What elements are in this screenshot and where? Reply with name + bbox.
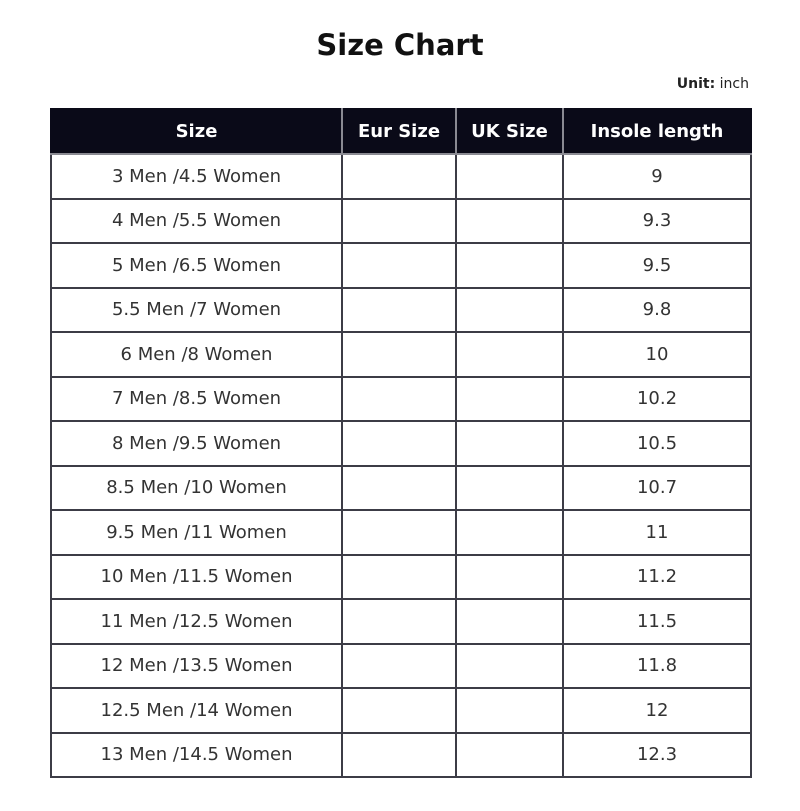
- cell-insole-length: 9: [562, 153, 752, 200]
- cell-eur-size: [341, 464, 457, 511]
- cell-insole-length: 12.3: [562, 731, 752, 778]
- cell-uk-size: [455, 464, 564, 511]
- cell-eur-size: [341, 642, 457, 689]
- cell-size: 11 Men /12.5 Women: [50, 598, 343, 645]
- table-row: 13 Men /14.5 Women 12.3: [50, 731, 752, 778]
- table-row: 4 Men /5.5 Women 9.3: [50, 197, 752, 244]
- cell-uk-size: [455, 242, 564, 289]
- unit-value: inch: [719, 76, 749, 92]
- table-row: 5 Men /6.5 Women 9.5: [50, 242, 752, 289]
- cell-size: 13 Men /14.5 Women: [50, 731, 343, 778]
- cell-insole-length: 10.2: [562, 375, 752, 422]
- page-title: Size Chart: [316, 28, 484, 62]
- cell-eur-size: [341, 375, 457, 422]
- table-row: 5.5 Men /7 Women 9.8: [50, 286, 752, 333]
- column-header-eur-size: Eur Size: [341, 108, 457, 155]
- table-row: 3 Men /4.5 Women 9: [50, 153, 752, 200]
- cell-eur-size: [341, 153, 457, 200]
- cell-insole-length: 10: [562, 331, 752, 378]
- cell-size: 5.5 Men /7 Women: [50, 286, 343, 333]
- table-row: 11 Men /12.5 Women 11.5: [50, 598, 752, 645]
- cell-eur-size: [341, 420, 457, 467]
- cell-size: 8.5 Men /10 Women: [50, 464, 343, 511]
- cell-insole-length: 9.5: [562, 242, 752, 289]
- cell-eur-size: [341, 242, 457, 289]
- cell-eur-size: [341, 687, 457, 734]
- table-row: 7 Men /8.5 Women 10.2: [50, 375, 752, 422]
- table-row: 6 Men /8 Women 10: [50, 331, 752, 378]
- cell-insole-length: 9.8: [562, 286, 752, 333]
- column-header-insole-length: Insole length: [562, 108, 752, 155]
- cell-uk-size: [455, 420, 564, 467]
- cell-uk-size: [455, 509, 564, 556]
- cell-insole-length: 12: [562, 687, 752, 734]
- cell-uk-size: [455, 331, 564, 378]
- column-header-uk-size: UK Size: [455, 108, 564, 155]
- cell-size: 12.5 Men /14 Women: [50, 687, 343, 734]
- cell-uk-size: [455, 687, 564, 734]
- cell-insole-length: 11.2: [562, 553, 752, 600]
- cell-size: 3 Men /4.5 Women: [50, 153, 343, 200]
- cell-eur-size: [341, 197, 457, 244]
- cell-size: 5 Men /6.5 Women: [50, 242, 343, 289]
- cell-eur-size: [341, 509, 457, 556]
- cell-eur-size: [341, 731, 457, 778]
- cell-eur-size: [341, 553, 457, 600]
- table-row: 12 Men /13.5 Women 11.8: [50, 642, 752, 689]
- column-header-size: Size: [50, 108, 343, 155]
- header-row: Size Eur Size UK Size Insole length: [50, 108, 752, 155]
- unit-note: Unit: inch: [677, 76, 749, 92]
- cell-eur-size: [341, 598, 457, 645]
- cell-insole-length: 11.8: [562, 642, 752, 689]
- cell-insole-length: 10.5: [562, 420, 752, 467]
- table-row: 10 Men /11.5 Women 11.2: [50, 553, 752, 600]
- cell-size: 8 Men /9.5 Women: [50, 420, 343, 467]
- cell-uk-size: [455, 197, 564, 244]
- cell-eur-size: [341, 286, 457, 333]
- cell-size: 4 Men /5.5 Women: [50, 197, 343, 244]
- cell-uk-size: [455, 375, 564, 422]
- cell-size: 12 Men /13.5 Women: [50, 642, 343, 689]
- table-row: 9.5 Men /11 Women 11: [50, 509, 752, 556]
- cell-uk-size: [455, 553, 564, 600]
- table-row: 8.5 Men /10 Women 10.7: [50, 464, 752, 511]
- cell-uk-size: [455, 598, 564, 645]
- cell-uk-size: [455, 731, 564, 778]
- unit-label: Unit:: [676, 76, 716, 92]
- cell-uk-size: [455, 153, 564, 200]
- cell-size: 6 Men /8 Women: [50, 331, 343, 378]
- cell-insole-length: 9.3: [562, 197, 752, 244]
- cell-eur-size: [341, 331, 457, 378]
- size-chart-table: Size Eur Size UK Size Insole length 3 Men /…: [50, 108, 752, 778]
- cell-size: 9.5 Men /11 Women: [50, 509, 343, 556]
- table-row: 8 Men /9.5 Women 10.5: [50, 420, 752, 467]
- cell-insole-length: 11: [562, 509, 752, 556]
- cell-size: 10 Men /11.5 Women: [50, 553, 343, 600]
- cell-insole-length: 11.5: [562, 598, 752, 645]
- cell-uk-size: [455, 642, 564, 689]
- table-row: 12.5 Men /14 Women 12: [50, 687, 752, 734]
- cell-size: 7 Men /8.5 Women: [50, 375, 343, 422]
- cell-uk-size: [455, 286, 564, 333]
- cell-insole-length: 10.7: [562, 464, 752, 511]
